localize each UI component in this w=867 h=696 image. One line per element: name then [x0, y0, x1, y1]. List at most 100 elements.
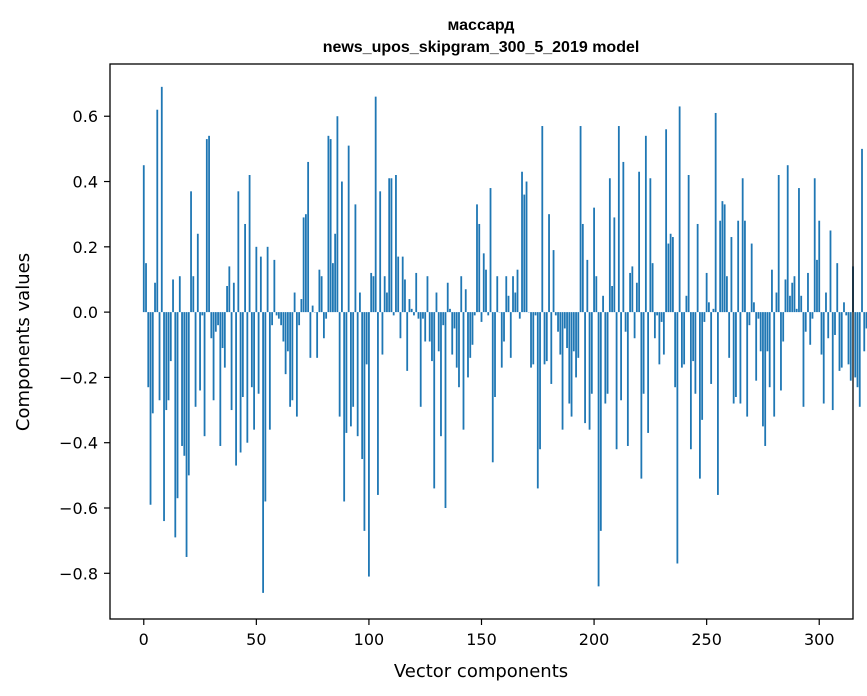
bar [489, 188, 492, 313]
bar [674, 312, 677, 388]
bar [570, 312, 573, 417]
bar [865, 312, 867, 329]
bar [840, 312, 843, 368]
bar [422, 312, 424, 319]
bar [548, 214, 550, 313]
bar [165, 312, 168, 411]
bar [190, 191, 192, 313]
bar [581, 223, 584, 313]
bar [212, 312, 215, 401]
bar [158, 312, 161, 401]
y-axis-label: Components values [13, 253, 34, 431]
bar [757, 312, 760, 319]
bar [647, 312, 650, 433]
bar [248, 175, 251, 313]
bar [478, 223, 481, 313]
bar [633, 312, 636, 339]
bar [230, 312, 233, 411]
bar [377, 312, 379, 495]
bar [554, 312, 557, 316]
bar [514, 292, 517, 313]
y-tick-label: 0.6 [73, 107, 98, 126]
bar [277, 312, 280, 319]
bar [482, 253, 485, 313]
bar [250, 312, 253, 388]
bar [816, 259, 818, 313]
bar [172, 279, 174, 313]
bar [782, 312, 785, 342]
bar [539, 312, 541, 450]
bar [338, 312, 341, 417]
bar [397, 256, 400, 313]
bar [410, 308, 413, 313]
bar [219, 312, 222, 446]
x-tick-label: 50 [246, 630, 266, 649]
bar [316, 312, 319, 358]
bar [829, 230, 832, 313]
bar [726, 276, 728, 313]
bar [473, 312, 476, 316]
bar [244, 223, 246, 313]
bar [525, 181, 528, 313]
bar [354, 204, 357, 313]
y-tick-label: −0.6 [59, 499, 98, 518]
bar [653, 312, 656, 339]
bar [572, 312, 575, 352]
bar [744, 220, 746, 313]
bar [509, 312, 512, 358]
bar [649, 178, 652, 313]
bar [678, 106, 681, 313]
bar [813, 178, 816, 313]
bar [304, 214, 307, 313]
x-tick-label: 200 [579, 630, 610, 649]
chart-title: массард [448, 17, 515, 34]
bar [271, 312, 274, 326]
bar [406, 312, 409, 371]
bar [669, 233, 672, 313]
bar [365, 312, 368, 365]
bar [383, 276, 386, 313]
bar [440, 312, 442, 437]
bar [617, 126, 620, 313]
bar [658, 312, 661, 365]
bar [577, 312, 580, 358]
bar [464, 289, 467, 313]
bar [500, 312, 503, 368]
bar [395, 175, 397, 313]
bar [368, 312, 370, 577]
bar [458, 312, 460, 388]
bar [291, 312, 294, 401]
bar [696, 223, 699, 313]
bar [214, 312, 217, 332]
bar [232, 282, 235, 313]
bar [381, 312, 384, 355]
bar [286, 312, 289, 352]
bar [183, 312, 186, 456]
bar [485, 269, 487, 313]
bar [590, 312, 593, 394]
bar [426, 276, 429, 313]
bar [545, 312, 548, 362]
bar [460, 276, 463, 313]
x-tick-label: 100 [354, 630, 385, 649]
bar [201, 312, 204, 316]
bar [662, 312, 665, 355]
bar [408, 299, 411, 313]
bar [444, 312, 447, 508]
bar [638, 171, 641, 313]
bar [586, 259, 589, 313]
bar [469, 312, 472, 358]
bar [631, 266, 634, 313]
bar [541, 126, 544, 313]
bar [708, 302, 710, 313]
bar [575, 312, 577, 378]
bar [491, 312, 494, 463]
bar [241, 312, 244, 397]
bar [530, 312, 532, 368]
bar [476, 204, 478, 313]
bar [518, 312, 521, 319]
bar [588, 312, 591, 430]
bar [550, 312, 553, 384]
bar [635, 282, 638, 313]
bar [521, 171, 523, 313]
